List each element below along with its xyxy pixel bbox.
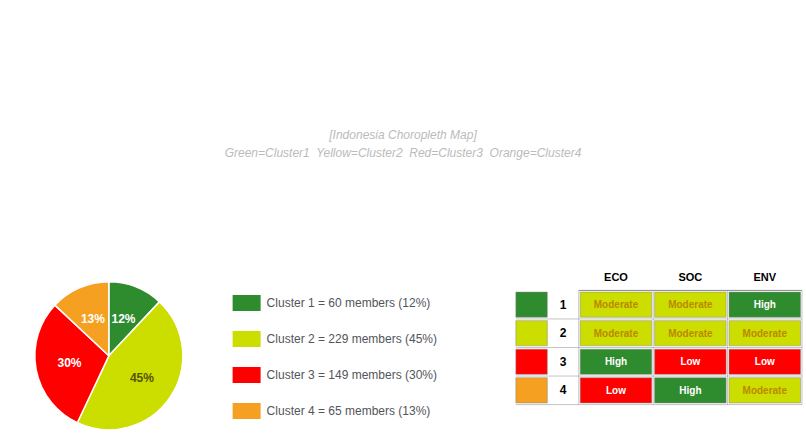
- svg-text:Low: Low: [680, 356, 700, 367]
- svg-text:Moderate: Moderate: [594, 328, 639, 339]
- svg-text:ENV: ENV: [753, 271, 776, 283]
- svg-text:Cluster 1 = 60 members (12%): Cluster 1 = 60 members (12%): [267, 296, 431, 310]
- svg-text:4: 4: [560, 383, 567, 397]
- svg-text:13%: 13%: [81, 312, 105, 326]
- svg-text:High: High: [754, 299, 776, 310]
- svg-text:Low: Low: [606, 385, 626, 396]
- svg-text:[Indonesia Choropleth Map]: [Indonesia Choropleth Map]: [328, 128, 477, 142]
- svg-text:3: 3: [560, 355, 567, 369]
- svg-text:45%: 45%: [130, 371, 154, 385]
- svg-text:Moderate: Moderate: [743, 385, 788, 396]
- svg-text:Cluster 4 = 65 members (13%): Cluster 4 = 65 members (13%): [267, 404, 431, 418]
- svg-text:Green=Cluster1 Yellow=Cluster: Green=Cluster1 Yellow=Cluster2 Red=Clust…: [225, 146, 582, 160]
- svg-text:Moderate: Moderate: [668, 299, 713, 310]
- svg-text:High: High: [605, 356, 627, 367]
- svg-text:Moderate: Moderate: [743, 328, 788, 339]
- svg-text:2: 2: [560, 326, 567, 340]
- svg-text:Low: Low: [755, 356, 775, 367]
- svg-text:Cluster 3 = 149 members (30%): Cluster 3 = 149 members (30%): [267, 368, 437, 382]
- svg-text:Moderate: Moderate: [594, 299, 639, 310]
- svg-text:Cluster 2 = 229 members (45%): Cluster 2 = 229 members (45%): [267, 332, 437, 346]
- svg-text:Moderate: Moderate: [668, 328, 713, 339]
- svg-text:12%: 12%: [112, 312, 136, 326]
- svg-text:SOC: SOC: [678, 271, 702, 283]
- svg-text:ECO: ECO: [604, 271, 628, 283]
- svg-text:30%: 30%: [58, 356, 82, 370]
- svg-text:High: High: [679, 385, 701, 396]
- svg-text:1: 1: [560, 298, 567, 312]
